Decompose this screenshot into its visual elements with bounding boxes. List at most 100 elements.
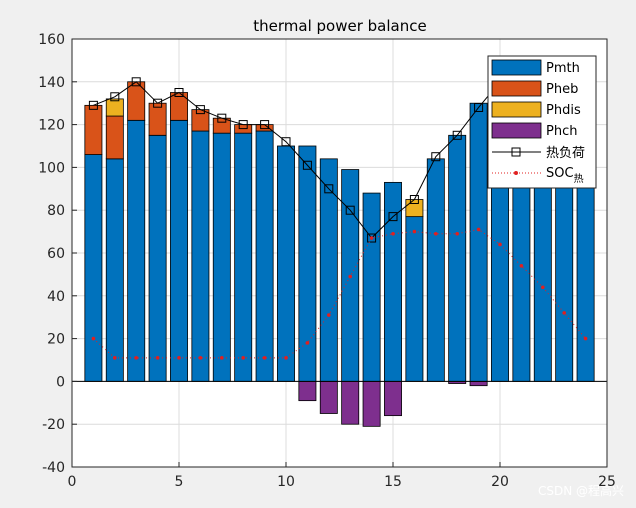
bar-pmth <box>405 216 424 382</box>
legend-label-pheb: Pheb <box>546 82 578 97</box>
bar-pmth <box>277 145 295 382</box>
heat-load-marker <box>324 184 334 194</box>
legend-label-soc-sub: 热 <box>574 172 584 185</box>
ticks-layer: 0 5 10 15 20 25 -40 -20 0 20 40 60 80 100 120 140 160 <box>38 32 616 490</box>
soc-marker <box>434 231 438 236</box>
bar-phdis <box>105 98 124 117</box>
heat-load-marker <box>260 120 270 130</box>
y-tick-label: 60 <box>47 246 65 262</box>
x-tick-label: 15 <box>384 474 402 490</box>
bar-pmth <box>362 192 381 382</box>
heat-load-marker <box>474 102 484 112</box>
heat-load-marker <box>88 100 98 110</box>
x-tick-label: 5 <box>175 474 184 490</box>
legend-marker-heat-load <box>511 147 521 157</box>
bar-pheb <box>105 115 124 160</box>
soc-marker <box>391 231 395 236</box>
legend-label-heat-load: 热负荷 <box>546 146 585 161</box>
soc-marker <box>519 264 524 268</box>
y-tick-label: 100 <box>38 160 65 176</box>
bar-phch <box>319 380 338 414</box>
soc-marker <box>91 336 96 341</box>
soc-marker <box>412 229 417 234</box>
chart-title: thermal power balance <box>253 17 426 35</box>
soc-marker <box>498 242 502 247</box>
heat-load-marker <box>153 98 163 108</box>
heat-load-marker <box>409 195 419 204</box>
bar-pmth <box>469 102 488 382</box>
soc-line <box>93 228 586 359</box>
soc-marker <box>305 341 310 345</box>
soc-marker <box>262 356 267 360</box>
bar-pmth <box>298 145 317 382</box>
bar-phdis <box>405 199 424 218</box>
soc-marker <box>369 236 374 240</box>
bar-pheb <box>84 104 103 155</box>
heat-load-marker <box>110 92 120 102</box>
bar-pmth <box>148 134 167 382</box>
bar-phch <box>298 380 317 402</box>
y-tick-label: 160 <box>38 32 65 48</box>
soc-marker <box>541 285 545 290</box>
heat-load-marker <box>281 137 291 147</box>
legend-swatch-phch <box>491 122 542 139</box>
bar-phch <box>384 380 402 417</box>
heat-load-marker <box>217 113 227 123</box>
bar-pheb <box>148 102 167 136</box>
y-tick-label: 120 <box>38 118 65 134</box>
y-tick-label: -20 <box>42 417 65 433</box>
y-tick-label: 0 <box>56 374 65 390</box>
bar-pheb <box>255 124 274 132</box>
bar-pmth <box>255 130 274 382</box>
soc-marker <box>327 313 331 317</box>
y-tick-label: 40 <box>47 289 65 305</box>
bar-phch <box>362 380 381 427</box>
bar-pmth <box>127 119 146 382</box>
x-tick-label: 10 <box>277 474 295 490</box>
soc-marker <box>562 311 566 315</box>
heat-load-marker <box>452 130 462 140</box>
bar-pmth <box>448 134 467 382</box>
legend-box <box>487 55 597 189</box>
soc-marker <box>455 231 460 236</box>
legend-swatch-pheb <box>491 80 542 97</box>
legend-marker-soc <box>514 171 518 175</box>
legend-label-phdis: Phdis <box>546 103 581 118</box>
y-tick-label: 140 <box>38 75 65 91</box>
legend-label-soc: SOC热 <box>546 166 584 185</box>
legend-swatch-phdis <box>491 101 542 118</box>
bar-pmth <box>426 158 445 382</box>
heat-load-marker <box>131 77 141 87</box>
y-tick-label: 20 <box>47 332 65 348</box>
bar-pmth <box>212 132 231 382</box>
bar-pmth <box>105 158 124 382</box>
legend: Pmth Pheb Phdis Phch 热负荷 SOC热 <box>487 55 597 189</box>
watermark-text: CSDN @程高兴 <box>538 483 624 498</box>
bar-pmth <box>234 132 253 382</box>
heat-load-marker <box>302 160 312 170</box>
x-tick-label: 25 <box>598 474 616 490</box>
x-tick-label: 0 <box>68 474 77 490</box>
soc-marker <box>198 356 203 360</box>
soc-marker <box>134 356 138 360</box>
heat-load-marker <box>238 120 248 130</box>
soc-marker <box>284 356 288 360</box>
x-tick-label: 20 <box>491 474 509 490</box>
bar-pmth <box>191 130 210 382</box>
legend-label-pmth: Pmth <box>546 61 580 76</box>
soc-marker <box>348 274 353 279</box>
legend-label-phch: Phch <box>546 124 577 139</box>
heat-load-marker <box>174 88 184 97</box>
soc-marker <box>476 227 481 232</box>
heat-load-marker <box>388 212 398 222</box>
bar-phch <box>341 380 360 425</box>
soc-marker <box>583 336 588 341</box>
bar-pheb <box>191 109 210 132</box>
heat-load-marker <box>367 233 377 243</box>
soc-marker <box>220 356 224 360</box>
bar-phch <box>469 380 488 387</box>
bar-pmth <box>170 119 188 382</box>
heat-load-marker <box>195 105 205 115</box>
